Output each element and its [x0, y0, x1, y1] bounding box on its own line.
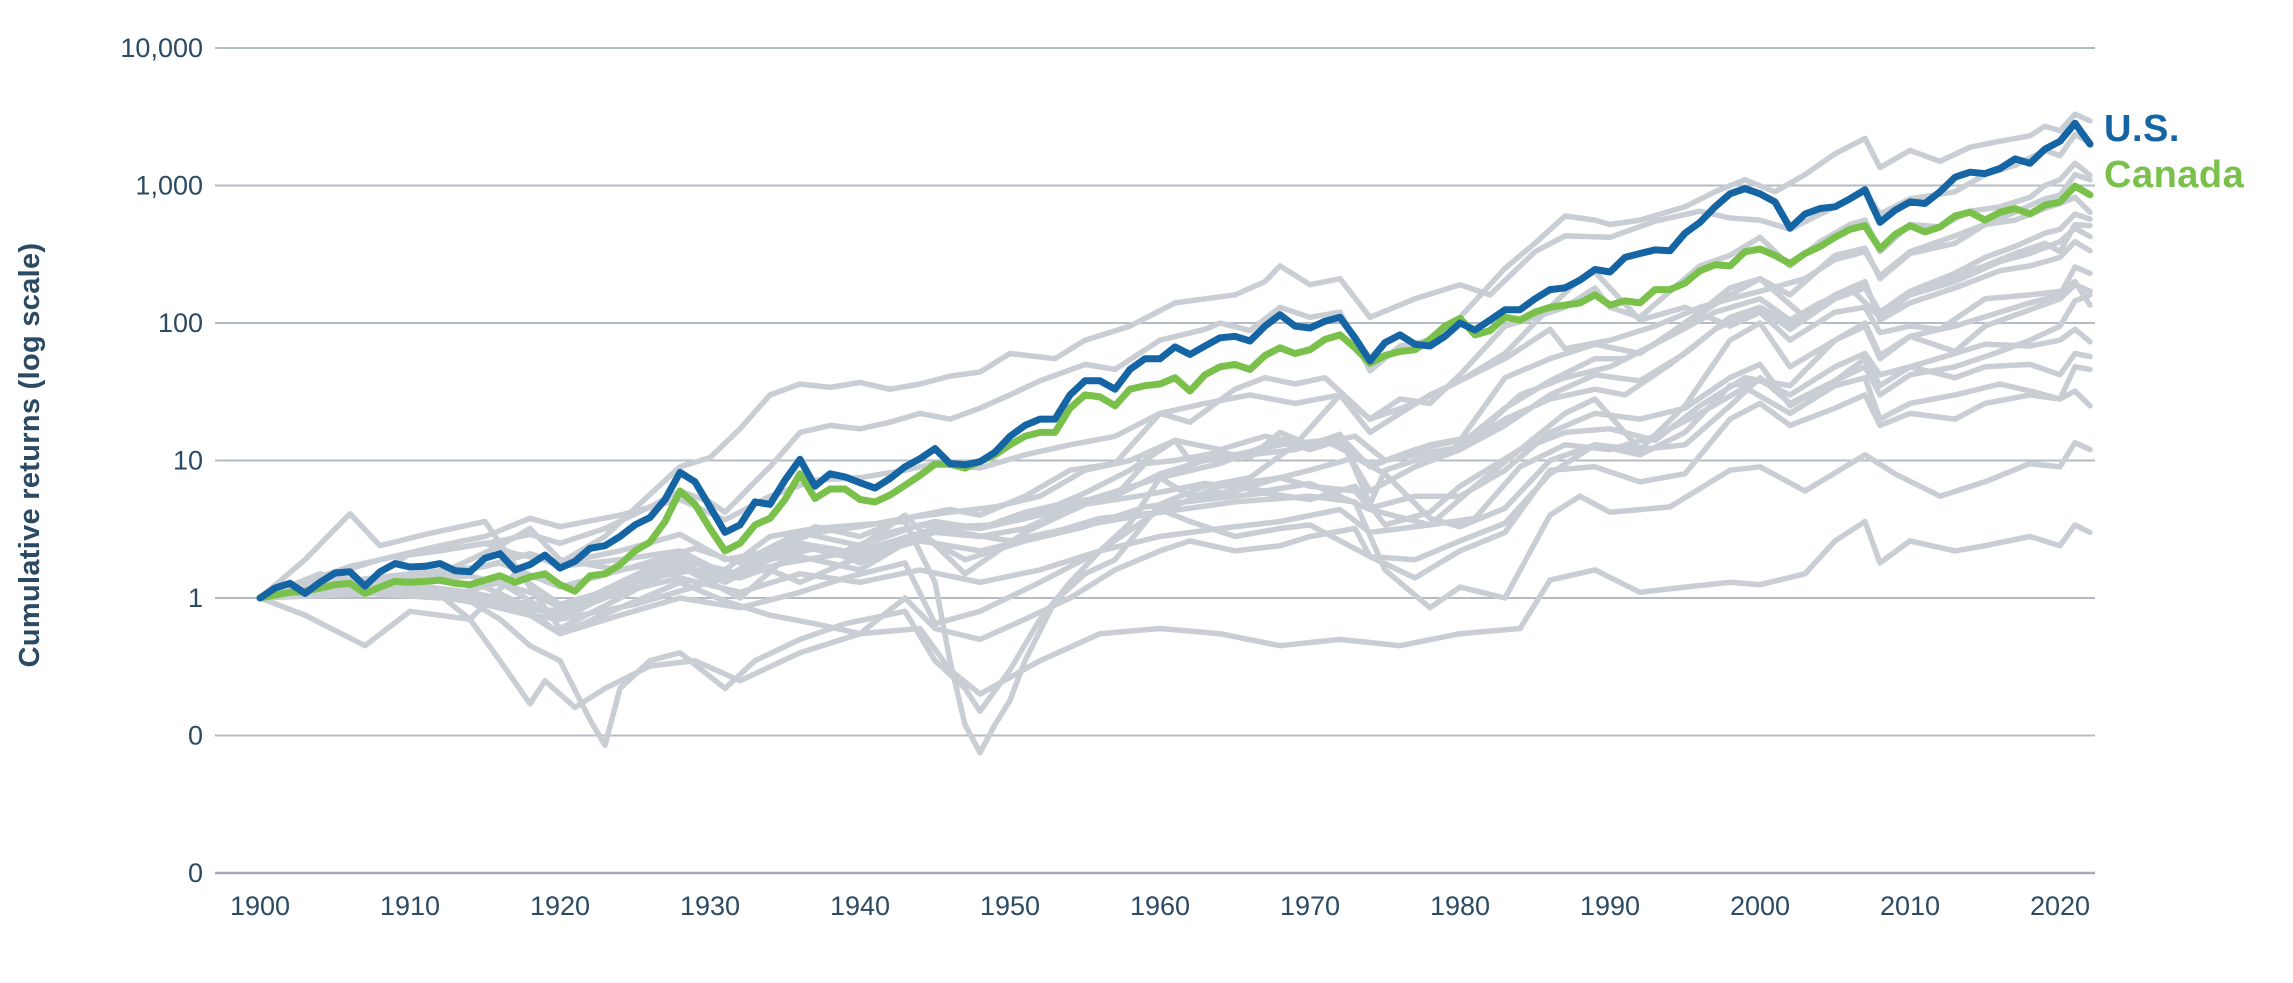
series-line-other [257, 518, 2093, 711]
x-tick-label: 1900 [230, 891, 290, 921]
y-tick-label: 10,000 [120, 33, 203, 63]
y-tick-label: 0 [188, 721, 203, 751]
y-tick-label: 0 [188, 858, 203, 888]
series-line-other [257, 364, 2093, 637]
series-line-us [256, 119, 2094, 602]
x-tick-label: 1920 [530, 891, 590, 921]
series-label-us: U.S. [2104, 108, 2180, 150]
y-tick-label: 100 [158, 308, 203, 338]
x-tick-label: 1950 [980, 891, 1040, 921]
y-tick-label: 1,000 [135, 171, 203, 201]
y-axis-title: Cumulative returns (log scale) [14, 242, 46, 668]
series-label-canada: Canada [2104, 154, 2245, 196]
x-tick-label: 2020 [2030, 891, 2090, 921]
x-tick-label: 1980 [1430, 891, 1490, 921]
x-tick-label: 2000 [1730, 891, 1790, 921]
x-tick-label: 2010 [1880, 891, 1940, 921]
x-tick-label: 1910 [380, 891, 440, 921]
series-line-canada [256, 182, 2094, 602]
x-tick-label: 1990 [1580, 891, 1640, 921]
series-line-other [257, 439, 2093, 623]
x-tick-label: 1970 [1280, 891, 1340, 921]
y-tick-label: 10 [173, 446, 203, 476]
series-line-other [257, 171, 2093, 601]
y-tick-label: 1 [188, 583, 203, 613]
series-line-other [257, 292, 2093, 643]
x-tick-label: 1940 [830, 891, 890, 921]
x-tick-label: 1930 [680, 891, 740, 921]
x-tick-label: 1960 [1130, 891, 1190, 921]
series-line-other [257, 131, 2093, 601]
